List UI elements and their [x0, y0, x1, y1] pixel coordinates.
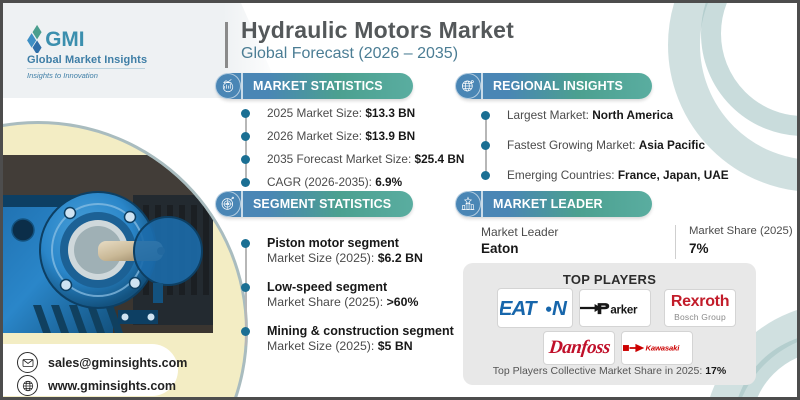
svg-text:EAT: EAT	[500, 297, 539, 320]
svg-text:arker: arker	[610, 304, 638, 316]
svg-text:N: N	[552, 297, 568, 320]
svg-text:GMI: GMI	[45, 28, 84, 51]
svg-text:Kawasaki: Kawasaki	[645, 344, 680, 353]
